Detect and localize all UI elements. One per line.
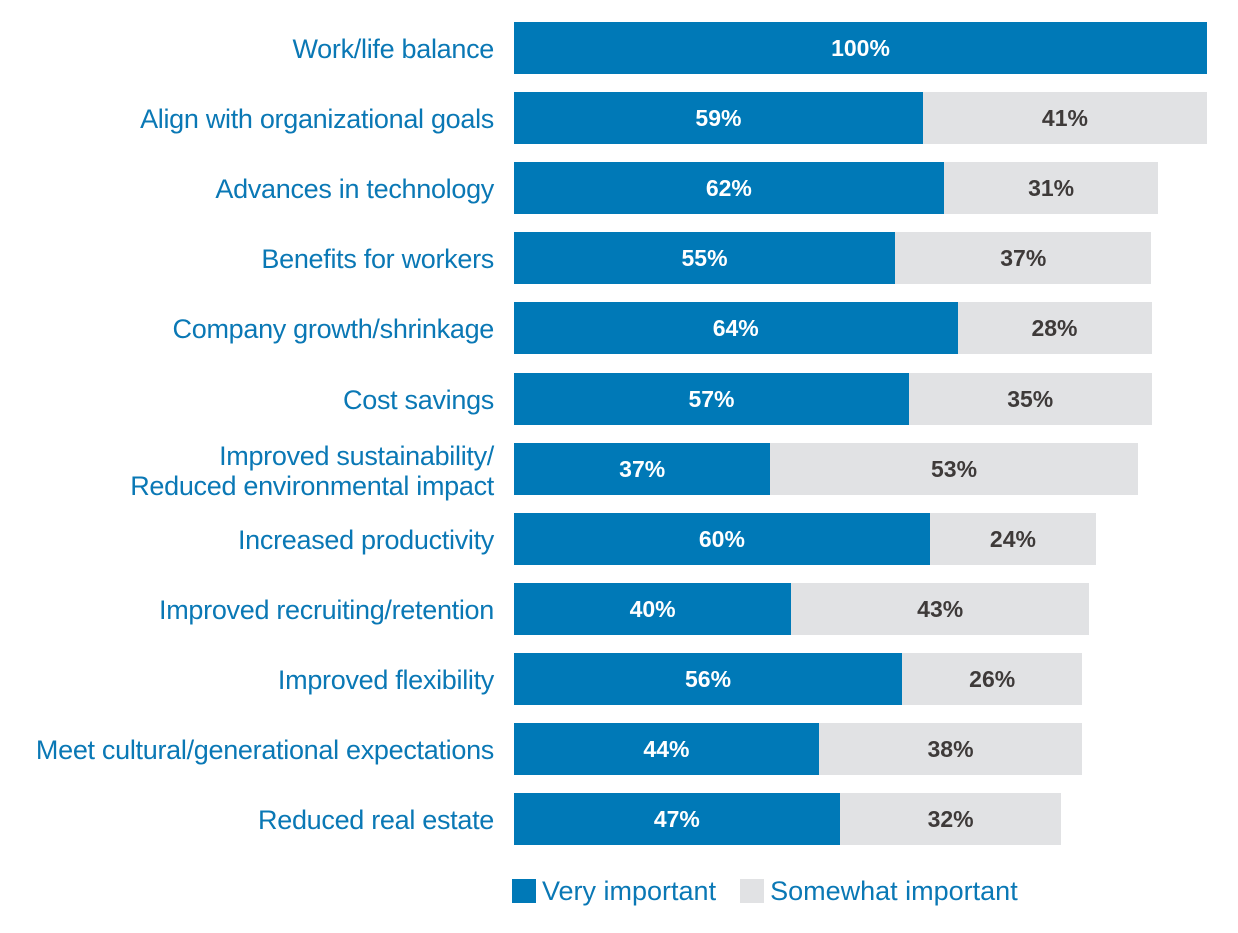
data-label: 32% (927, 806, 974, 833)
category-label-line: Improved recruiting/retention (159, 594, 494, 625)
bar-very-important (514, 302, 958, 355)
bar-very-important (514, 232, 896, 285)
bar-very-important (514, 652, 903, 705)
legend-label: Somewhat important (770, 876, 1018, 906)
data-label: 37% (619, 455, 666, 482)
data-label: 28% (1031, 315, 1078, 342)
data-label: 59% (695, 105, 742, 132)
category-label-line: Company growth/shrinkage (172, 314, 495, 345)
data-label: 24% (989, 525, 1036, 552)
category-label-line: Meet cultural/generational expectations (35, 735, 494, 765)
bar-very-important (514, 442, 771, 495)
data-label: 26% (969, 665, 1016, 692)
category-label-line: Improved sustainability/ (219, 440, 494, 471)
data-label: 62% (705, 175, 752, 202)
data-label: 55% (681, 245, 728, 272)
category-label: Cost savings (343, 385, 494, 415)
bar-very-important (514, 723, 819, 775)
bar-somewhat-important (929, 512, 1097, 565)
data-label: 38% (927, 736, 974, 762)
data-label: 47% (653, 806, 700, 833)
data-label: 41% (1041, 105, 1088, 132)
bar-somewhat-important (957, 302, 1152, 355)
data-label: 100% (831, 35, 890, 61)
bar-very-important (514, 512, 930, 565)
data-label: 40% (629, 595, 676, 622)
data-label: 37% (1000, 245, 1047, 272)
legend-item-very-important: Very important (512, 876, 716, 906)
category-label: Advances in technology (215, 174, 494, 204)
category-label-line: Reduced environmental impact (130, 470, 494, 501)
bar-very-important (514, 22, 1207, 74)
legend-label: Very important (542, 876, 717, 906)
category-label: Align with organizational goals (140, 104, 494, 134)
data-label: 43% (917, 595, 964, 622)
category-label: Company growth/shrinkage (172, 314, 495, 345)
data-label: 56% (685, 665, 732, 692)
category-label: Increased productivity (238, 525, 494, 555)
bar-somewhat-important (791, 582, 1090, 635)
category-label-line: Advances in technology (215, 174, 494, 205)
data-label: 44% (643, 736, 690, 762)
category-label: Benefits for workers (261, 244, 494, 274)
category-label-line: Improved flexibility (277, 664, 494, 695)
data-label: 35% (1007, 385, 1054, 412)
category-label: Improved sustainability/Reduced environm… (130, 441, 494, 501)
category-label: Meet cultural/generational expectations (36, 735, 494, 765)
data-label: 53% (931, 455, 978, 482)
data-label: 64% (712, 315, 759, 342)
bar-somewhat-important (839, 793, 1062, 846)
category-label: Improved flexibility (278, 665, 494, 695)
data-label: 31% (1028, 175, 1075, 202)
bar-very-important (514, 793, 840, 846)
bar-somewhat-important (770, 442, 1138, 495)
bar-somewhat-important (818, 723, 1083, 775)
category-label-line: Work/life balance (292, 34, 494, 64)
bar-somewhat-important (922, 92, 1207, 145)
legend: Very important Somewhat important (512, 876, 1042, 906)
bar-very-important (514, 92, 923, 145)
category-label-line: Reduced real estate (258, 805, 494, 836)
category-label-line: Increased productivity (237, 524, 494, 555)
category-label: Work/life balance (292, 34, 494, 64)
legend-item-somewhat-important: Somewhat important (740, 876, 1018, 906)
legend-swatch-very-important (512, 879, 536, 903)
category-label: Reduced real estate (258, 805, 494, 835)
bar-somewhat-important (909, 372, 1152, 425)
bar-very-important (514, 372, 909, 425)
bar-very-important (514, 582, 792, 635)
category-label-line: Align with organizational goals (140, 104, 494, 135)
legend-swatch-somewhat-important (740, 879, 765, 903)
bar-very-important (514, 162, 944, 215)
data-label: 60% (698, 525, 745, 552)
bar-somewhat-important (902, 652, 1083, 705)
category-label: Improved recruiting/retention (159, 595, 494, 625)
data-label: 57% (688, 385, 735, 412)
category-label-line: Cost savings (343, 384, 494, 415)
bar-somewhat-important (943, 162, 1159, 215)
category-label-line: Benefits for workers (261, 244, 494, 275)
bar-somewhat-important (895, 232, 1152, 285)
